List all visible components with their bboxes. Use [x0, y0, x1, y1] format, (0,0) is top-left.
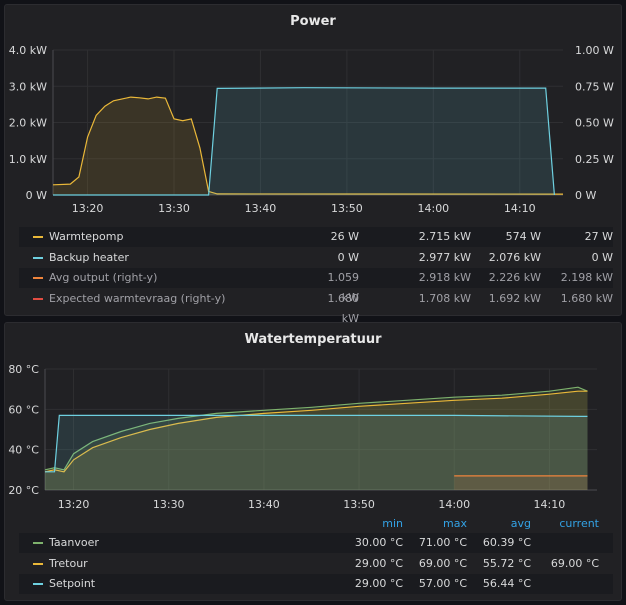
legend-min-value: 1.059 kW — [327, 271, 360, 304]
legend-swatch — [33, 542, 43, 544]
legend-min-value: 30.00 °C — [354, 536, 403, 549]
legend-max-value: 2.715 kW — [418, 230, 471, 243]
x-tick-label: 13:20 — [72, 202, 104, 215]
x-tick-label: 13:30 — [158, 202, 190, 215]
legend-swatch — [33, 256, 43, 259]
series-line[interactable] — [53, 87, 555, 196]
legend-item[interactable]: Expected warmtevraag (right-y) 1.680 kW 1.… — [19, 289, 613, 325]
legend-max-value: 71.00 °C — [418, 536, 467, 549]
y-right-tick-label: 0 W — [575, 189, 596, 202]
legend-series-name[interactable]: Taanvoer — [49, 536, 99, 549]
legend-current-value: 1.680 kW — [560, 291, 613, 305]
legend-swatch — [33, 236, 43, 238]
water-chart[interactable]: 80 °C 60 °C 40 °C 20 °C 13:20 13:30 13:40 13:50… — [5, 323, 621, 515]
legend-min-value: 1.680 kW — [327, 291, 360, 325]
legend-avg-value: 56.44 °C — [482, 577, 531, 590]
legend-item[interactable]: Tretour 29.00 °C 69.00 °C 55.72 °C 69.00 °C — [19, 554, 613, 574]
legend-min-value: 29.00 °C — [354, 577, 403, 590]
legend-swatch — [33, 562, 43, 565]
y-tick-label: 3.0 kW — [9, 80, 47, 93]
y-tick-label: 60 °C — [8, 403, 39, 416]
y-right-tick-label: 0.25 W — [575, 153, 614, 166]
series-line[interactable] — [44, 386, 588, 471]
x-tick-label: 13:50 — [343, 498, 375, 511]
y-right-tick-label: 0.75 W — [575, 80, 614, 93]
series-line[interactable] — [45, 414, 588, 473]
legend-avg-value: 2.076 kW — [488, 250, 541, 264]
y-right-tick-label: 0.50 W — [575, 117, 614, 130]
legend-item[interactable]: Warmtepomp 26 W 2.715 kW 574 W 27 W — [19, 227, 613, 247]
y-tick-label: 1.0 kW — [9, 153, 47, 166]
panel-title[interactable]: Power — [290, 14, 336, 29]
legend-current-value: 2.198 kW — [560, 271, 613, 284]
legend-header-current[interactable]: current — [559, 517, 599, 530]
y-right-tick-label: 1.00 W — [575, 44, 614, 57]
series-area — [53, 97, 563, 195]
series-area — [45, 387, 588, 490]
legend-series-name[interactable]: Setpoint — [49, 577, 96, 590]
power-chart[interactable]: 4.0 kW 1.00 W 3.0 kW 0.75 W 2.0 kW 0.50 W 1.0 … — [5, 5, 621, 227]
legend-avg-value: 60.39 °C — [482, 536, 531, 549]
legend-series-name[interactable]: Backup heater — [49, 250, 129, 264]
legend-avg-value: 574 W — [505, 230, 541, 243]
legend-header-avg[interactable]: avg — [510, 517, 531, 530]
legend-current-value: 69.00 °C — [550, 556, 599, 570]
y-tick-label: 2.0 kW — [9, 117, 47, 130]
y-tick-label: 4.0 kW — [9, 44, 47, 57]
legend-avg-value: 55.72 °C — [482, 556, 531, 570]
legend-avg-value: 1.692 kW — [488, 291, 541, 305]
series-line[interactable] — [52, 96, 564, 195]
legend-series-name[interactable]: Tretour — [49, 556, 88, 570]
x-tick-label: 13:40 — [248, 498, 280, 511]
legend-item[interactable]: Setpoint 29.00 °C 57.00 °C 56.44 °C — [19, 574, 613, 594]
legend-current-value: 27 W — [584, 230, 613, 243]
legend-max-value: 2.918 kW — [418, 271, 471, 284]
x-tick-label: 14:10 — [534, 498, 566, 511]
y-tick-label: 0 W — [26, 189, 47, 202]
legend-header-max[interactable]: max — [443, 517, 467, 530]
y-tick-label: 20 °C — [8, 484, 39, 497]
series-area — [454, 475, 588, 490]
legend-max-value: 1.708 kW — [418, 291, 471, 305]
legend-item[interactable]: Avg output (right-y) 1.059 kW 2.918 kW 2.22… — [19, 268, 613, 304]
legend-current-value: 0 W — [591, 250, 613, 264]
y-tick-label: 80 °C — [8, 363, 39, 376]
legend-item[interactable]: Taanvoer 30.00 °C 71.00 °C 60.39 °C — [19, 533, 613, 553]
power-panel: Power 4.0 kW 1.00 W 3.0 kW 0.75 W 2.0 kW 0.50… — [4, 4, 622, 325]
x-tick-label: 13:40 — [245, 202, 277, 215]
series-area — [45, 415, 588, 490]
panel-title[interactable]: Watertemperatuur — [244, 332, 382, 347]
x-tick-label: 13:30 — [153, 498, 185, 511]
water-panel: Watertemperatuur 80 °C 60 °C 40 °C 20 °C 13:… — [4, 322, 622, 601]
legend-series-name[interactable]: Expected warmtevraag (right-y) — [49, 291, 226, 305]
y-tick-label: 40 °C — [8, 444, 39, 457]
x-tick-label: 14:00 — [417, 202, 449, 215]
legend-min-value: 29.00 °C — [354, 556, 403, 570]
legend-min-value: 26 W — [330, 230, 359, 243]
legend-item[interactable]: Backup heater 0 W 2.977 kW 2.076 kW 0 W — [19, 248, 613, 268]
legend-swatch — [33, 583, 43, 585]
legend-swatch — [33, 277, 43, 279]
legend-max-value: 69.00 °C — [418, 556, 467, 570]
x-tick-label: 13:20 — [58, 498, 90, 511]
x-tick-label: 14:00 — [438, 498, 470, 511]
x-tick-label: 14:10 — [504, 202, 536, 215]
legend-swatch — [33, 297, 43, 300]
legend-avg-value: 2.226 kW — [488, 271, 541, 284]
x-tick-label: 13:50 — [331, 202, 363, 215]
series-area — [53, 87, 555, 195]
legend-series-name[interactable]: Avg output (right-y) — [49, 271, 158, 284]
legend-min-value: 0 W — [337, 250, 359, 264]
legend-max-value: 57.00 °C — [418, 577, 467, 590]
legend-max-value: 2.977 kW — [418, 250, 471, 264]
legend-series-name[interactable]: Warmtepomp — [49, 230, 124, 243]
legend-header-min[interactable]: min — [382, 517, 403, 530]
